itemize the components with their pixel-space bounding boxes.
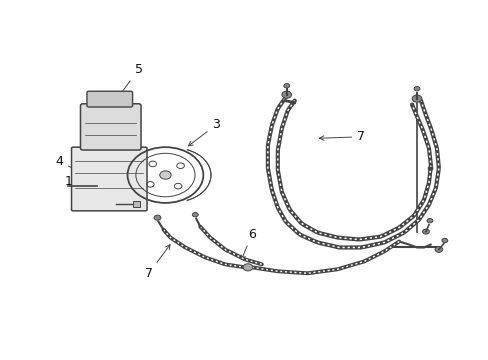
Text: 2: 2 [71,198,115,211]
Circle shape [154,215,161,220]
Circle shape [434,247,442,252]
Circle shape [441,238,447,243]
FancyBboxPatch shape [71,147,147,211]
FancyBboxPatch shape [132,201,139,207]
Text: 1: 1 [65,175,97,188]
FancyBboxPatch shape [81,104,141,150]
Circle shape [422,229,428,234]
Text: 5: 5 [115,63,142,102]
Circle shape [281,91,291,98]
Circle shape [413,86,419,91]
Circle shape [243,264,252,271]
Text: 4: 4 [55,155,77,171]
Circle shape [160,171,171,179]
FancyBboxPatch shape [87,91,132,107]
Circle shape [283,84,289,88]
Circle shape [426,219,432,223]
Text: 6: 6 [241,228,255,260]
Text: 7: 7 [144,245,170,280]
Text: 3: 3 [188,118,220,146]
Circle shape [192,213,198,217]
Text: 7: 7 [319,130,365,143]
Circle shape [411,95,421,102]
